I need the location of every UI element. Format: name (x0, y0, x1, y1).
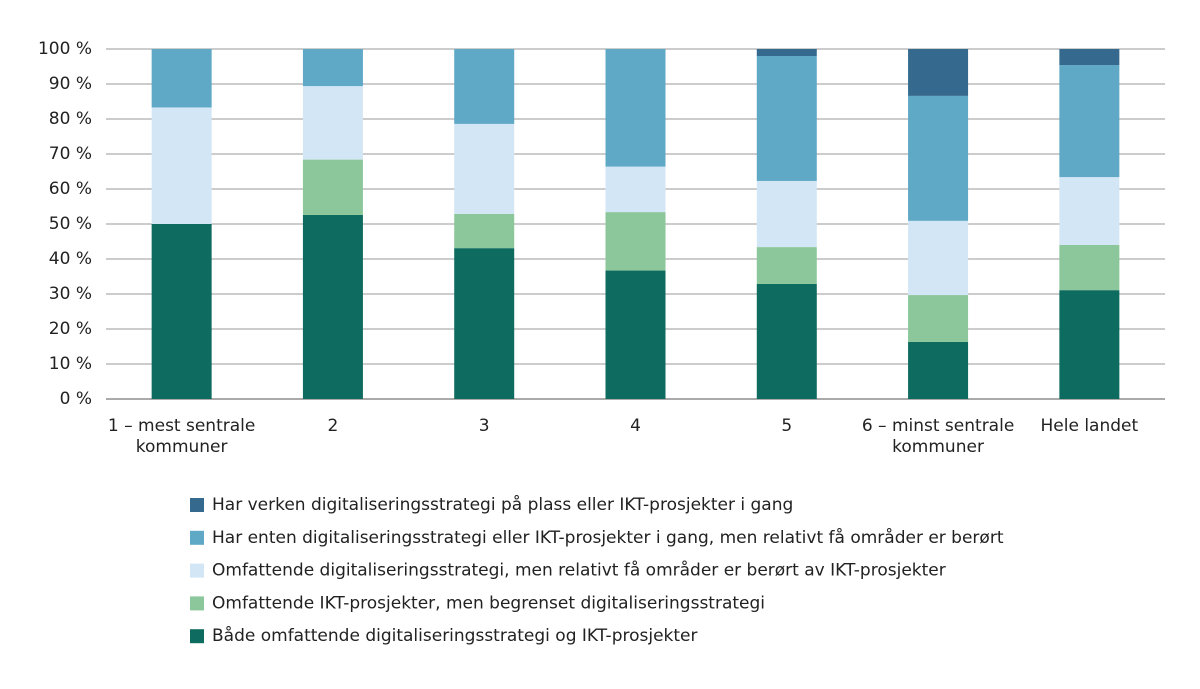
bar-segment (908, 49, 969, 96)
bar-segment (151, 224, 212, 399)
bar-segment (302, 49, 363, 87)
bar-segment (908, 341, 969, 399)
bar-segment (908, 295, 969, 342)
y-tick-label: 50 % (49, 214, 92, 234)
legend-swatch (190, 629, 204, 644)
bar-segment (302, 86, 363, 160)
bar-segment (1059, 49, 1120, 66)
bar-segment (1059, 177, 1120, 245)
bar-segment (908, 95, 969, 221)
y-tick-label: 100 % (38, 39, 92, 59)
bar-segment (605, 166, 666, 213)
legend-label: Har enten digitaliseringsstrategi eller … (212, 527, 1004, 548)
bar-segment (454, 248, 515, 399)
bar-segment (1059, 65, 1120, 178)
bar-segment (756, 247, 817, 284)
bar-segment (151, 107, 212, 224)
bar-segment (756, 180, 817, 248)
x-tick-label: 4 (630, 416, 641, 436)
legend-label: Har verken digitaliseringsstrategi på pl… (212, 494, 793, 515)
bar-segment (454, 49, 515, 124)
x-tick-label: 3 (478, 416, 490, 436)
bar-segment (756, 283, 817, 399)
legend-swatch (190, 563, 204, 578)
bar-segment (151, 49, 212, 108)
bar-segment (302, 159, 363, 215)
legend-swatch (190, 498, 204, 512)
bar-segment (756, 49, 817, 56)
bar-segment (302, 214, 363, 399)
bar-segment (756, 56, 817, 181)
legend-swatch (190, 596, 204, 611)
y-tick-label: 20 % (49, 319, 92, 339)
x-tick-label: 1 – mest sentrale kommuner (107, 416, 256, 457)
bar-segment (908, 220, 969, 296)
y-tick-label: 90 % (49, 74, 92, 94)
bar-segment (454, 123, 515, 214)
x-tick-label: Hele landet (1040, 416, 1139, 436)
bar-segment (1059, 290, 1120, 399)
bar-segment (605, 212, 666, 271)
bar-segment (1059, 245, 1120, 291)
y-tick-label: 60 % (49, 179, 92, 199)
y-tick-label: 30 % (49, 284, 92, 304)
y-tick-label: 40 % (49, 249, 92, 269)
legend-label: Både omfattende digitaliseringsstrategi … (212, 625, 698, 646)
bar-segment (605, 49, 666, 167)
y-tick-label: 70 % (49, 144, 92, 164)
bar-segment (605, 270, 666, 399)
legend-label: Omfattende IKT-prosjekter, men begrenset… (212, 593, 765, 613)
y-tick-label: 80 % (49, 109, 92, 129)
y-tick-label: 0 % (60, 389, 92, 409)
x-tick-label: 2 (327, 416, 339, 436)
y-tick-label: 10 % (49, 354, 92, 374)
x-tick-label: 5 (781, 416, 793, 436)
x-tick-label: 6 – minst sentrale kommuner (861, 416, 1015, 457)
bar-segment (454, 213, 515, 249)
legend-swatch (190, 530, 204, 545)
legend-label: Omfattende digitaliseringsstrategi, men … (212, 560, 946, 581)
